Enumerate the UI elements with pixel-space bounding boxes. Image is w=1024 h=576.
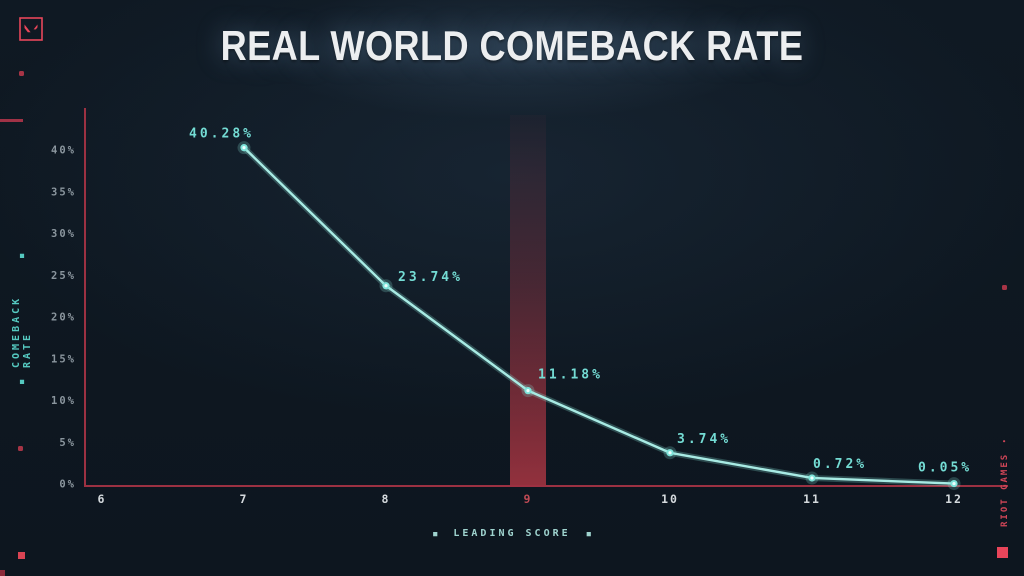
- data-point-core: [384, 284, 388, 288]
- y-tick-label: 40%: [51, 145, 76, 157]
- square-marker-icon: ■: [586, 529, 591, 538]
- y-tick-label: 5%: [59, 437, 76, 449]
- publisher-vertical-label: RIOT GAMES •: [1000, 424, 1010, 542]
- accent-square-icon: [18, 552, 25, 559]
- accent-square-icon: [997, 547, 1008, 558]
- axis-frame: [84, 108, 1008, 487]
- y-tick-label: 10%: [51, 395, 76, 407]
- page-title: REAL WORLD COMEBACK RATE: [220, 22, 804, 69]
- square-marker-icon: ■: [433, 529, 438, 538]
- x-tick-label: 11: [803, 492, 821, 506]
- x-axis-title: ■ LEADING SCORE ■: [0, 528, 1024, 539]
- x-axis-title-text: LEADING SCORE: [453, 528, 571, 539]
- point-value-label: 11.18%: [538, 368, 603, 383]
- y-tick-label: 30%: [51, 228, 76, 240]
- y-tick-label: 20%: [51, 312, 76, 324]
- x-tick-label: 6: [98, 492, 107, 506]
- data-point-core: [952, 481, 956, 486]
- point-value-label: 0.72%: [813, 457, 867, 472]
- x-tick-label: 12: [945, 492, 963, 506]
- y-tick-label: 15%: [51, 353, 76, 365]
- publisher-text: RIOT GAMES: [1000, 452, 1010, 527]
- data-point-core: [668, 451, 672, 455]
- accent-dash-icon: [0, 119, 23, 122]
- accent-dot-icon: [19, 71, 24, 76]
- series-line: [242, 146, 956, 485]
- accent-corner-icon: [0, 570, 5, 576]
- data-point-core: [526, 389, 530, 393]
- point-value-label: 3.74%: [677, 432, 731, 447]
- data-point-core: [242, 146, 246, 150]
- valorant-logo-icon: [19, 17, 43, 41]
- highlight-band: [510, 115, 546, 486]
- x-tick-label-highlighted: 9: [524, 492, 533, 506]
- data-point-core: [810, 476, 814, 480]
- x-tick-label: 7: [240, 492, 249, 506]
- series-line-glow: [241, 144, 957, 487]
- point-value-label: 23.74%: [398, 270, 463, 285]
- point-value-label: 40.28%: [189, 127, 254, 142]
- y-tick-label: 35%: [51, 186, 76, 198]
- accent-dot-icon: [1002, 285, 1007, 290]
- bullet-icon: •: [1001, 439, 1009, 443]
- x-tick-label: 10: [661, 492, 679, 506]
- accent-dot-icon: [18, 446, 23, 451]
- x-tick-label: 8: [382, 492, 391, 506]
- y-tick-label: 0%: [59, 479, 76, 491]
- point-value-label: 0.05%: [918, 461, 972, 476]
- y-tick-label: 25%: [51, 270, 76, 282]
